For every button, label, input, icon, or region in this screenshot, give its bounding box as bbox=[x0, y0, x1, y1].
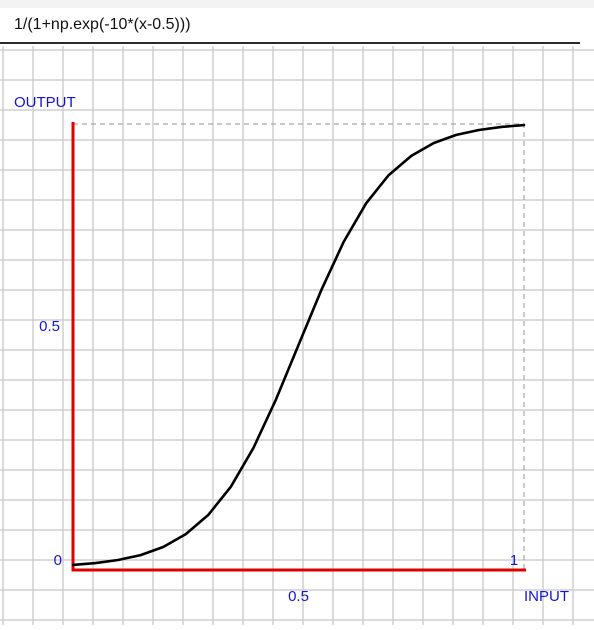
x-tick-label: 0.5 bbox=[288, 588, 309, 605]
grid bbox=[0, 46, 594, 625]
formula-bar-top-strip bbox=[0, 0, 594, 8]
x-tick-label: 1 bbox=[510, 552, 518, 569]
y-tick-label: 0 bbox=[54, 552, 62, 569]
x-axis-label: INPUT bbox=[524, 588, 569, 605]
function-plot: OUTPUT INPUT 0 0.5 0.5 1 bbox=[0, 46, 594, 625]
y-axis-label: OUTPUT bbox=[14, 94, 76, 111]
plot-area: OUTPUT INPUT 0 0.5 0.5 1 bbox=[0, 46, 594, 625]
formula-bar bbox=[0, 0, 594, 46]
y-tick-label: 0.5 bbox=[39, 318, 60, 335]
sigmoid-curve bbox=[71, 123, 526, 567]
formula-input[interactable] bbox=[0, 8, 580, 44]
